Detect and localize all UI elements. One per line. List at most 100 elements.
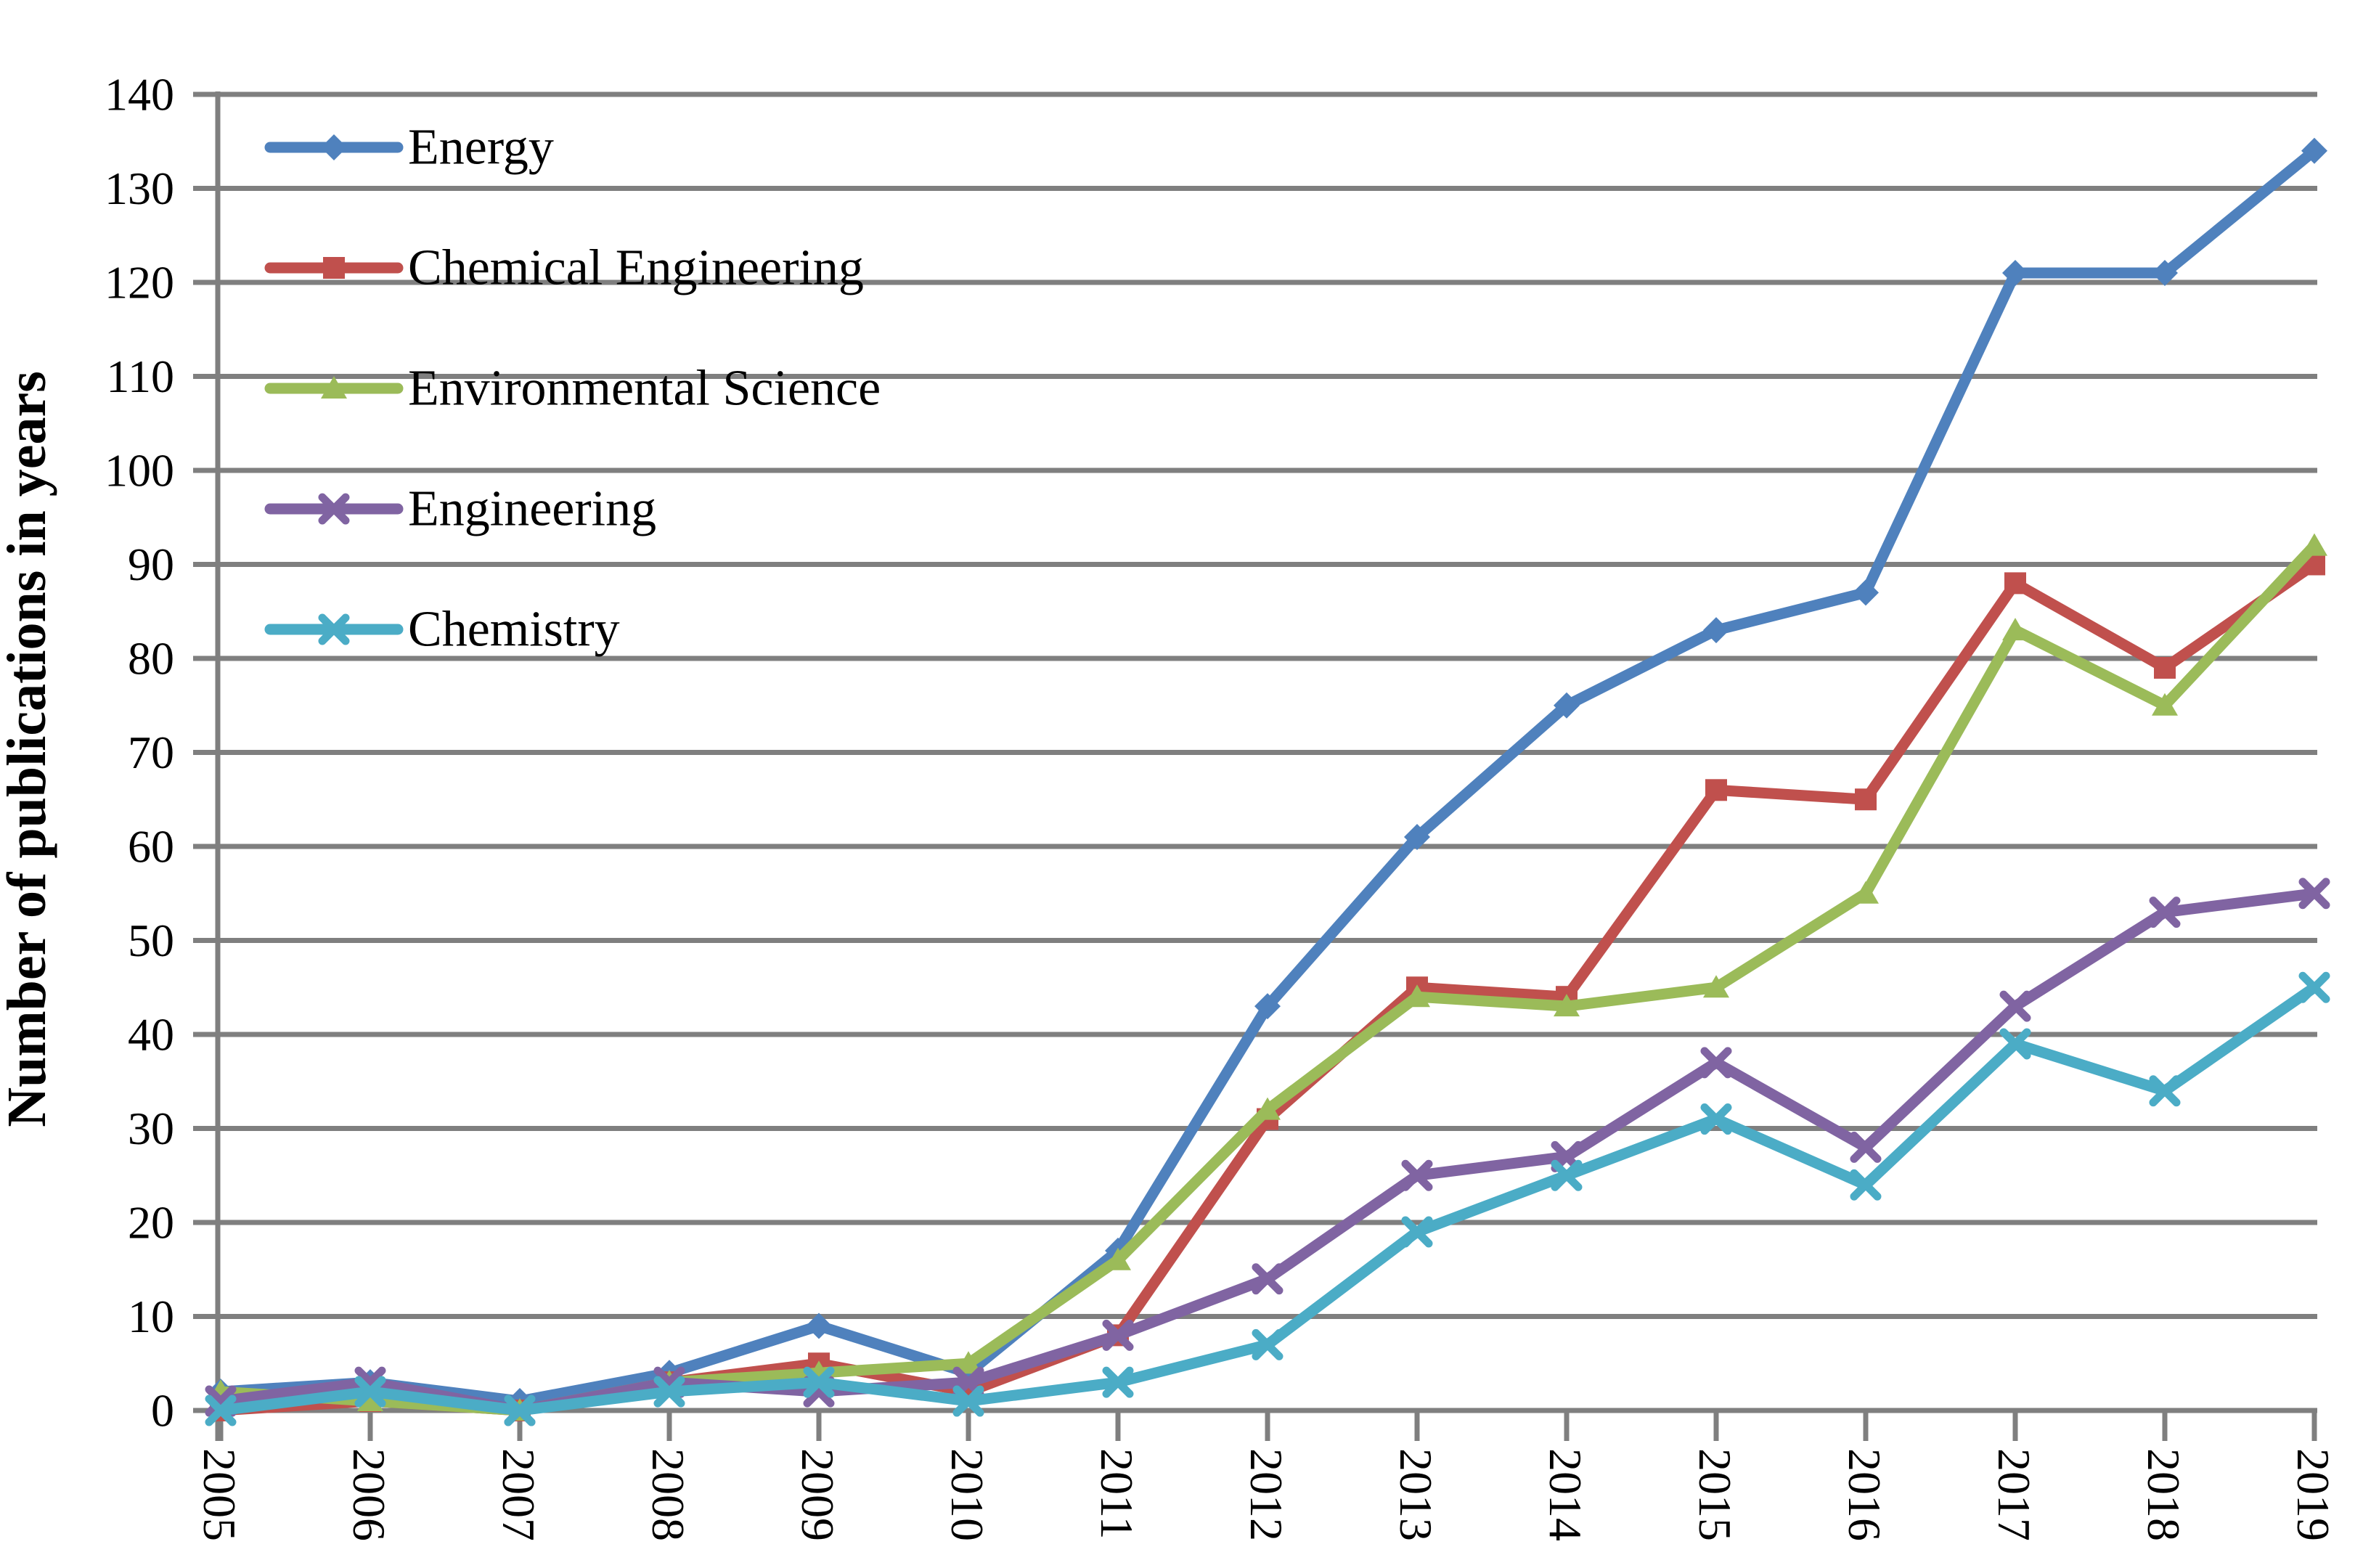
data-point-marker: [1554, 692, 1580, 719]
x-tick-label-2014: 2014: [1540, 1448, 1591, 1541]
x-tick-label-2016: 2016: [1839, 1448, 1890, 1541]
data-point-marker: [2301, 533, 2327, 556]
y-tick-label: 10: [128, 1291, 174, 1342]
series-chemistry: [205, 971, 2330, 1426]
data-point-marker: [318, 613, 350, 645]
x-tick-label-2012: 2012: [1241, 1448, 1292, 1541]
x-tick-label-2019: 2019: [2288, 1448, 2339, 1541]
series-chemical-engineering: [210, 553, 2325, 1421]
data-point-marker: [1850, 1169, 1882, 1201]
data-point-marker: [2149, 897, 2181, 928]
x-tick-label-2005: 2005: [194, 1448, 245, 1541]
data-point-marker: [2152, 693, 2178, 716]
y-tick-label: 70: [128, 727, 174, 778]
y-tick-label: 130: [105, 163, 174, 214]
legend-entry-chemistry: Chemistry: [264, 602, 620, 658]
data-point-marker: [1703, 617, 1729, 644]
legend-entry-engineering: Engineering: [264, 481, 656, 537]
data-point-marker: [504, 1395, 536, 1426]
y-axis-title: Number of publications in years: [0, 371, 57, 1127]
data-point-marker: [653, 1376, 685, 1408]
data-point-marker: [2154, 656, 2176, 679]
y-tick-label: 120: [105, 257, 174, 309]
y-tick-label: 90: [128, 539, 174, 590]
y-tick-label: 0: [151, 1385, 174, 1437]
legend-label: Engineering: [408, 481, 656, 537]
y-tick-label: 140: [105, 69, 174, 121]
data-point-marker: [803, 1366, 835, 1398]
data-point-marker: [1999, 1028, 2031, 1060]
data-point-marker: [2298, 878, 2330, 910]
data-point-marker: [2152, 260, 2178, 287]
x-tick-label-2009: 2009: [792, 1448, 844, 1541]
data-point-marker: [2002, 260, 2028, 287]
y-tick-labels: 0 10 20 30 40 50 60 70 80 90 100 110 120 130 140: [105, 69, 174, 1437]
data-point-marker: [1853, 579, 1879, 606]
series-line-energy: [215, 145, 2320, 1407]
data-point-marker: [1700, 1047, 1732, 1079]
data-point-marker: [2002, 618, 2028, 641]
data-point-marker: [1700, 1103, 1732, 1135]
data-point-marker: [1705, 779, 1727, 801]
legend-label: Environmental Science: [408, 361, 881, 417]
y-tick-label: 20: [128, 1197, 174, 1249]
data-point-marker: [1853, 881, 1879, 904]
data-point-marker: [321, 134, 347, 160]
legend-label: Chemistry: [408, 602, 620, 658]
legend-entry-environmental-science: Environmental Science: [264, 361, 881, 417]
gridlines: [216, 91, 2317, 1413]
series-environmental-science: [208, 533, 2327, 1421]
data-point-marker: [1105, 1247, 1131, 1270]
y-tick-label: 80: [128, 633, 174, 685]
data-point-marker: [357, 1389, 383, 1412]
data-point-marker: [1401, 1216, 1433, 1248]
x-tick-label-2007: 2007: [493, 1448, 544, 1541]
y-tick-label: 110: [106, 351, 174, 402]
x-tick-label-2010: 2010: [942, 1448, 993, 1541]
data-point-marker: [2298, 971, 2330, 1003]
series-line-engineering: [215, 888, 2320, 1416]
y-tick-label: 50: [128, 915, 174, 966]
axes: [193, 91, 2317, 1441]
data-point-marker: [1404, 824, 1430, 851]
data-point-marker: [323, 257, 345, 279]
data-point-marker: [1999, 990, 2031, 1022]
data-point-marker: [1554, 994, 1580, 1017]
y-tick-label: 30: [128, 1103, 174, 1154]
data-point-marker: [1252, 1263, 1283, 1295]
data-point-marker: [806, 1312, 832, 1339]
data-point-marker: [2149, 1075, 2181, 1107]
data-point-marker: [354, 1376, 386, 1408]
data-point-marker: [1252, 1328, 1283, 1360]
x-tick-label-2017: 2017: [1988, 1448, 2040, 1541]
data-point-marker: [2004, 572, 2026, 595]
y-tick-label: 100: [105, 445, 174, 497]
legend-entry-energy: Energy: [264, 120, 554, 176]
x-tick-label-2006: 2006: [343, 1448, 395, 1541]
y-tick-label: 40: [128, 1009, 174, 1061]
data-point-marker: [318, 493, 350, 525]
y-tick-label: 60: [128, 821, 174, 873]
data-point-marker: [1855, 788, 1877, 811]
data-point-marker: [1401, 1159, 1433, 1191]
legend-entry-chemical-engineering: Chemical Engineering: [264, 240, 864, 296]
legend-label: Energy: [408, 120, 554, 176]
data-point-marker: [1551, 1159, 1583, 1191]
x-tick-label-2008: 2008: [642, 1448, 694, 1541]
data-point-marker: [955, 1351, 981, 1374]
data-point-marker: [1404, 984, 1430, 1008]
data-point-marker: [952, 1385, 984, 1417]
data-point-marker: [1102, 1319, 1134, 1351]
data-point-marker: [1254, 993, 1281, 1020]
data-point-marker: [205, 1395, 237, 1426]
x-tick-label-2013: 2013: [1390, 1448, 1442, 1541]
x-tick-labels: 2005 2006 2007 2008 2009 2010 2011 2012 2013 2014…: [194, 1448, 2339, 1541]
data-point-marker: [1254, 1097, 1281, 1120]
x-tick-label-2011: 2011: [1091, 1448, 1143, 1540]
data-point-marker: [2301, 137, 2327, 164]
legend: Energy Chemical Engineering Environmental …: [264, 120, 881, 658]
data-point-marker: [321, 376, 347, 399]
x-tick-label-2015: 2015: [1689, 1448, 1741, 1541]
